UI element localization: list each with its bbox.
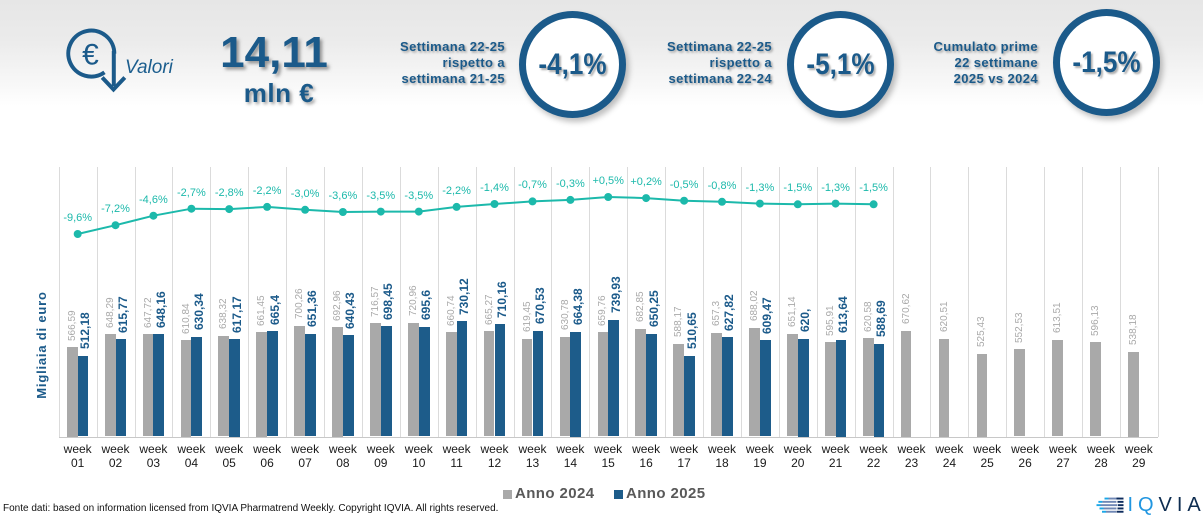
svg-text:VIA: VIA	[1159, 494, 1203, 516]
svg-text:€: €	[82, 39, 99, 72]
svg-text:IQ: IQ	[1128, 494, 1159, 516]
